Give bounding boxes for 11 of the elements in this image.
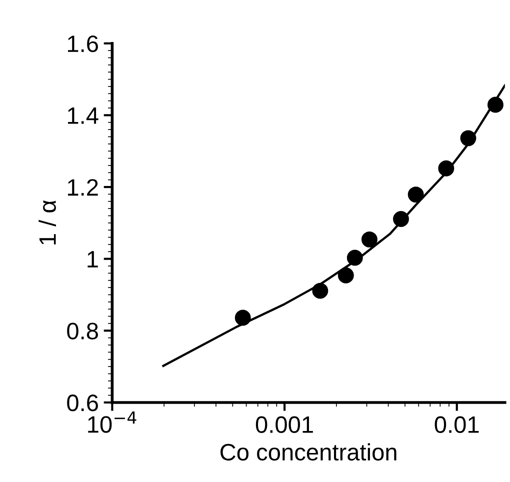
x-axis-title: Co concentration (220, 443, 396, 461)
y-tick-label: 1.6 (68, 35, 98, 52)
x-tick-label: 0.01 (434, 416, 479, 434)
y-tick-label: 0.6 (67, 394, 98, 412)
y-axis-title: 1 / α (38, 200, 56, 244)
y-tick-label: 0.8 (67, 322, 98, 340)
y-tick-label: 1.4 (68, 108, 98, 124)
x-tick-label: 0.001 (256, 416, 313, 434)
y-tick-label: 1 (88, 251, 98, 268)
y-tick-label: 1.2 (68, 179, 98, 196)
x-tick-label: 10$^{−4}$ (88, 412, 136, 433)
